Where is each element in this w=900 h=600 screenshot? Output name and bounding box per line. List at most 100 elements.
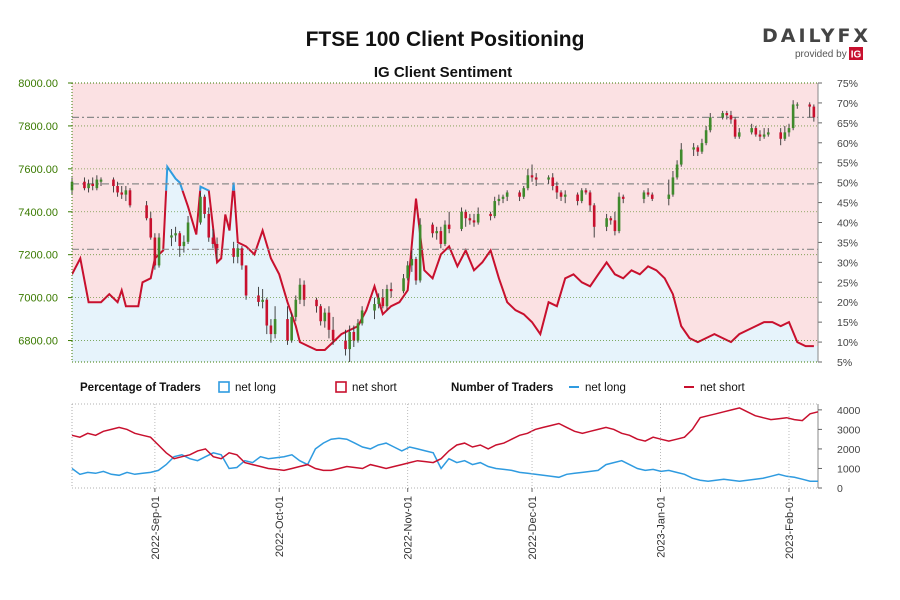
candle-body (356, 323, 360, 341)
candle (464, 209, 468, 227)
candle-body (170, 235, 173, 238)
percent-tick-label: 10% (837, 337, 858, 349)
candle (584, 188, 588, 195)
count-tick-label: 3000 (837, 424, 861, 436)
candle-body (327, 312, 331, 330)
candle (576, 192, 579, 206)
candle (737, 128, 741, 139)
price-tick-label: 8000.00 (18, 78, 58, 90)
candle-body (588, 192, 592, 206)
price-panel-frame (71, 82, 819, 363)
candle-body (787, 128, 791, 133)
candle-body (476, 213, 480, 223)
candle (178, 231, 182, 257)
candle (526, 168, 530, 191)
candle-body (83, 181, 86, 189)
candle-body (609, 218, 613, 221)
reference-levels (72, 116, 818, 250)
candle-body (650, 194, 654, 199)
candle (708, 113, 712, 133)
candle-body (696, 147, 700, 152)
candle-body (576, 194, 579, 202)
candle-body (269, 325, 273, 335)
candle-body (116, 186, 119, 193)
candle-body (112, 179, 115, 187)
candle-body (431, 224, 434, 234)
candle (559, 190, 563, 202)
price-tick-label: 6800.00 (18, 336, 58, 348)
candle (145, 201, 148, 221)
candle (323, 308, 327, 328)
candle (555, 181, 559, 199)
candle (360, 306, 364, 326)
candle (729, 110, 733, 124)
candle (83, 177, 86, 191)
percent-tick-label: 5% (837, 357, 852, 369)
price-tick-label: 7600.00 (18, 164, 58, 176)
price-tick-label: 7800.00 (18, 121, 58, 133)
ig-badge-icon (849, 47, 863, 60)
candle-body (319, 306, 322, 322)
candle-body (671, 177, 675, 195)
candle (696, 145, 700, 156)
date-tick-label: 2022-Nov-01 (403, 496, 415, 560)
candle-body (472, 220, 476, 223)
candle-body (563, 194, 567, 197)
candle-body (203, 196, 206, 214)
percent-tick-label: 35% (837, 237, 858, 249)
candle-body (418, 224, 422, 281)
candle-body (783, 132, 787, 139)
candle-body (464, 211, 468, 219)
candle (530, 164, 534, 182)
percent-tick-label: 30% (837, 257, 858, 269)
candle (733, 117, 737, 139)
candle (112, 177, 115, 193)
trader-count-bg (72, 404, 818, 488)
candle-body (733, 119, 737, 137)
candle (609, 216, 613, 225)
candle-body (812, 106, 816, 118)
candle-body (385, 289, 389, 307)
legend-net-short-box-icon (335, 381, 347, 393)
candle (174, 226, 177, 242)
candle (692, 143, 695, 156)
candle (211, 228, 215, 249)
candle (170, 228, 173, 247)
candle (385, 284, 389, 311)
candle (356, 319, 360, 343)
candle-body (315, 299, 318, 307)
candle (327, 306, 331, 339)
candle-body (522, 188, 526, 197)
candle (273, 306, 277, 339)
candle-body (348, 331, 351, 350)
date-tick-label: 2022-Oct-01 (274, 496, 286, 557)
candle (344, 329, 347, 356)
candle-body (795, 104, 799, 106)
candle-body (70, 181, 74, 191)
candle (447, 211, 451, 234)
candle (580, 188, 584, 204)
candle-body (489, 213, 492, 217)
candle-body (294, 299, 298, 317)
candle-body (439, 231, 443, 244)
candle (294, 295, 298, 322)
candle (493, 196, 497, 219)
ig-badge-text: IG (851, 50, 862, 61)
candle (315, 297, 318, 313)
percent-tick-label: 40% (837, 218, 858, 230)
candle (621, 194, 625, 204)
candle-body (505, 192, 509, 197)
date-tick-label: 2023-Feb-01 (784, 496, 796, 559)
candle-body (584, 190, 588, 193)
candle (290, 312, 293, 343)
candle (518, 190, 521, 202)
candle-body (389, 289, 393, 292)
candle-body (406, 265, 409, 279)
candle (443, 220, 447, 247)
candle-body (377, 297, 380, 305)
candle-body (199, 196, 202, 223)
candle-body (766, 132, 770, 135)
candle (605, 213, 608, 232)
candle-body (592, 205, 596, 227)
